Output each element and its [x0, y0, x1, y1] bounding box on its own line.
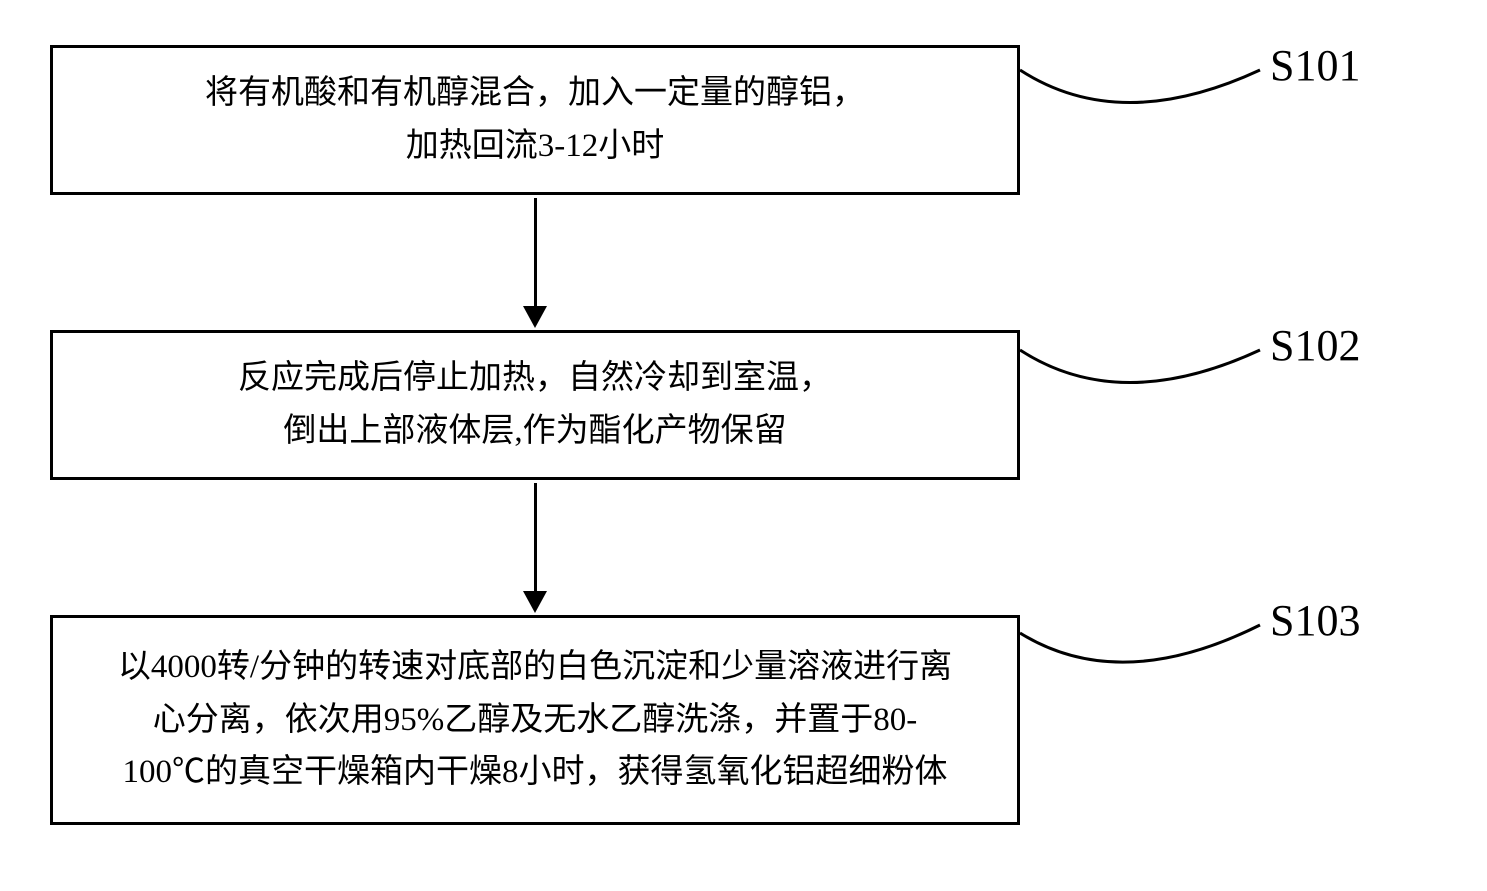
label-connector-s102: [1020, 325, 1270, 405]
flowchart-node-s103: 以4000转/分钟的转速对底部的白色沉淀和少量溶液进行离 心分离，依次用95%乙…: [50, 615, 1020, 825]
node-text-line: 以4000转/分钟的转速对底部的白色沉淀和少量溶液进行离: [118, 641, 952, 694]
label-connector-s101: [1020, 45, 1270, 125]
flowchart-node-s101: 将有机酸和有机醇混合，加入一定量的醇铝， 加热回流3-12小时: [50, 45, 1020, 195]
step-label-s103: S103: [1270, 595, 1360, 646]
node-text-line: 倒出上部液体层,作为酯化产物保留: [283, 405, 786, 458]
node-text-line: 100℃的真空干燥箱内干燥8小时，获得氢氧化铝超细粉体: [123, 746, 948, 799]
flow-arrow-connector: [534, 483, 537, 593]
step-label-s101: S101: [1270, 40, 1360, 91]
flow-arrow-head: [523, 591, 547, 613]
flowchart-container: 将有机酸和有机醇混合，加入一定量的醇铝， 加热回流3-12小时 S101 反应完…: [40, 40, 1447, 851]
flowchart-node-s102: 反应完成后停止加热，自然冷却到室温， 倒出上部液体层,作为酯化产物保留: [50, 330, 1020, 480]
flow-arrow-head: [523, 306, 547, 328]
label-connector-s103: [1020, 605, 1270, 685]
node-text-line: 将有机酸和有机醇混合，加入一定量的醇铝，: [205, 67, 865, 120]
node-text-line: 加热回流3-12小时: [406, 120, 665, 173]
step-label-s102: S102: [1270, 320, 1360, 371]
flow-arrow-connector: [534, 198, 537, 308]
node-text-line: 心分离，依次用95%乙醇及无水乙醇洗涤，并置于80-: [153, 694, 917, 747]
node-text-line: 反应完成后停止加热，自然冷却到室温，: [238, 352, 832, 405]
